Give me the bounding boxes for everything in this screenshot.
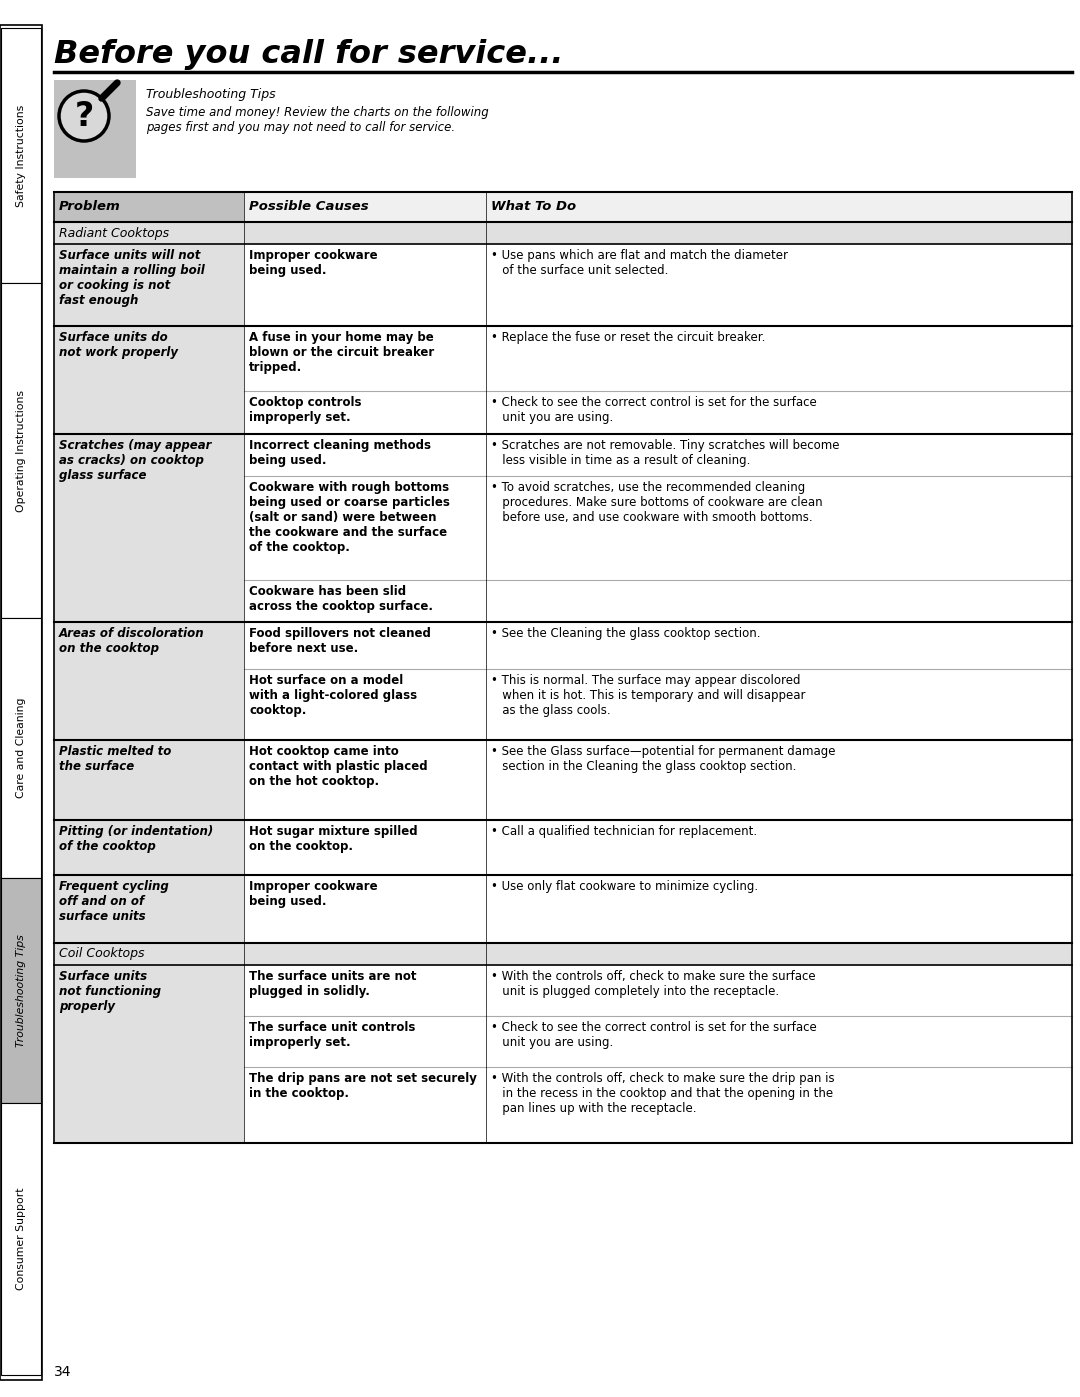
Bar: [1, 877, 41, 1104]
Text: Cooktop controls
improperly set.: Cooktop controls improperly set.: [249, 395, 362, 423]
Text: What To Do: What To Do: [491, 201, 576, 214]
Text: Coil Cooktops: Coil Cooktops: [59, 947, 145, 961]
Bar: [54, 622, 244, 740]
Text: Hot surface on a model
with a light-colored glass
cooktop.: Hot surface on a model with a light-colo…: [249, 675, 417, 717]
Text: Possible Causes: Possible Causes: [249, 201, 368, 214]
Text: Food spillovers not cleaned
before next use.: Food spillovers not cleaned before next …: [249, 627, 431, 655]
Text: • Check to see the correct control is set for the surface
   unit you are using.: • Check to see the correct control is se…: [491, 1021, 816, 1049]
Bar: [244, 191, 1072, 222]
Text: Troubleshooting Tips: Troubleshooting Tips: [146, 88, 275, 101]
Text: Problem: Problem: [59, 201, 121, 214]
Bar: [54, 965, 244, 1143]
Bar: [0, 25, 42, 1380]
Text: • Scratches are not removable. Tiny scratches will become
   less visible in tim: • Scratches are not removable. Tiny scra…: [491, 439, 839, 467]
Text: 34: 34: [54, 1365, 71, 1379]
Text: Pitting (or indentation)
of the cooktop: Pitting (or indentation) of the cooktop: [59, 826, 213, 854]
Text: • This is normal. The surface may appear discolored
   when it is hot. This is t: • This is normal. The surface may appear…: [491, 675, 806, 717]
Bar: [54, 244, 244, 326]
Bar: [54, 820, 244, 875]
Bar: [54, 222, 1072, 244]
Text: Consumer Support: Consumer Support: [16, 1187, 26, 1291]
Text: Operating Instructions: Operating Instructions: [16, 390, 26, 511]
Bar: [1, 1104, 41, 1375]
Text: Plastic melted to
the surface: Plastic melted to the surface: [59, 745, 172, 773]
Text: • Replace the fuse or reset the circuit breaker.: • Replace the fuse or reset the circuit …: [491, 331, 766, 344]
Text: Scratches (may appear
as cracks) on cooktop
glass surface: Scratches (may appear as cracks) on cook…: [59, 439, 212, 482]
Text: Before you call for service...: Before you call for service...: [54, 39, 564, 70]
Text: • Use only flat cookware to minimize cycling.: • Use only flat cookware to minimize cyc…: [491, 880, 758, 893]
Text: • To avoid scratches, use the recommended cleaning
   procedures. Make sure bott: • To avoid scratches, use the recommende…: [491, 481, 823, 524]
Text: • See the Cleaning the glass cooktop section.: • See the Cleaning the glass cooktop sec…: [491, 627, 760, 640]
Text: Safety Instructions: Safety Instructions: [16, 105, 26, 207]
Bar: [54, 326, 244, 434]
Bar: [54, 740, 244, 820]
Text: Frequent cycling
off and on of
surface units: Frequent cycling off and on of surface u…: [59, 880, 168, 923]
Text: Areas of discoloration
on the cooktop: Areas of discoloration on the cooktop: [59, 627, 204, 655]
Text: A fuse in your home may be
blown or the circuit breaker
tripped.: A fuse in your home may be blown or the …: [249, 331, 434, 374]
Text: Surface units will not
maintain a rolling boil
or cooking is not
fast enough: Surface units will not maintain a rollin…: [59, 249, 205, 307]
Text: • With the controls off, check to make sure the surface
   unit is plugged compl: • With the controls off, check to make s…: [491, 970, 815, 997]
Text: • See the Glass surface—potential for permanent damage
   section in the Cleanin: • See the Glass surface—potential for pe…: [491, 745, 836, 773]
Text: Save time and money! Review the charts on the following
pages first and you may : Save time and money! Review the charts o…: [146, 106, 489, 134]
Text: Troubleshooting Tips: Troubleshooting Tips: [16, 935, 26, 1046]
Text: Improper cookware
being used.: Improper cookware being used.: [249, 880, 378, 908]
Text: Improper cookware
being used.: Improper cookware being used.: [249, 249, 378, 277]
Text: Cookware with rough bottoms
being used or coarse particles
(salt or sand) were b: Cookware with rough bottoms being used o…: [249, 481, 450, 553]
Bar: [1, 284, 41, 617]
Text: The drip pans are not set securely
in the cooktop.: The drip pans are not set securely in th…: [249, 1071, 477, 1099]
Text: Incorrect cleaning methods
being used.: Incorrect cleaning methods being used.: [249, 439, 431, 467]
Text: Surface units do
not work properly: Surface units do not work properly: [59, 331, 178, 359]
Bar: [54, 943, 1072, 965]
Bar: [1, 28, 41, 284]
Text: Hot sugar mixture spilled
on the cooktop.: Hot sugar mixture spilled on the cooktop…: [249, 826, 418, 854]
Text: Radiant Cooktops: Radiant Cooktops: [59, 226, 170, 239]
Text: The surface units are not
plugged in solidly.: The surface units are not plugged in sol…: [249, 970, 417, 997]
Bar: [1, 617, 41, 877]
Bar: [54, 80, 136, 177]
Text: ?: ?: [75, 99, 94, 133]
Bar: [54, 191, 244, 222]
Bar: [54, 875, 244, 943]
Text: • With the controls off, check to make sure the drip pan is
   in the recess in : • With the controls off, check to make s…: [491, 1071, 835, 1115]
Text: • Call a qualified technician for replacement.: • Call a qualified technician for replac…: [491, 826, 757, 838]
Text: Care and Cleaning: Care and Cleaning: [16, 697, 26, 798]
Circle shape: [59, 91, 109, 141]
Text: • Use pans which are flat and match the diameter
   of the surface unit selected: • Use pans which are flat and match the …: [491, 249, 788, 277]
Text: Cookware has been slid
across the cooktop surface.: Cookware has been slid across the cookto…: [249, 585, 433, 613]
Text: The surface unit controls
improperly set.: The surface unit controls improperly set…: [249, 1021, 416, 1049]
Text: • Check to see the correct control is set for the surface
   unit you are using.: • Check to see the correct control is se…: [491, 395, 816, 423]
Text: Hot cooktop came into
contact with plastic placed
on the hot cooktop.: Hot cooktop came into contact with plast…: [249, 745, 428, 788]
Bar: [54, 434, 244, 622]
Text: Surface units
not functioning
properly: Surface units not functioning properly: [59, 970, 161, 1013]
